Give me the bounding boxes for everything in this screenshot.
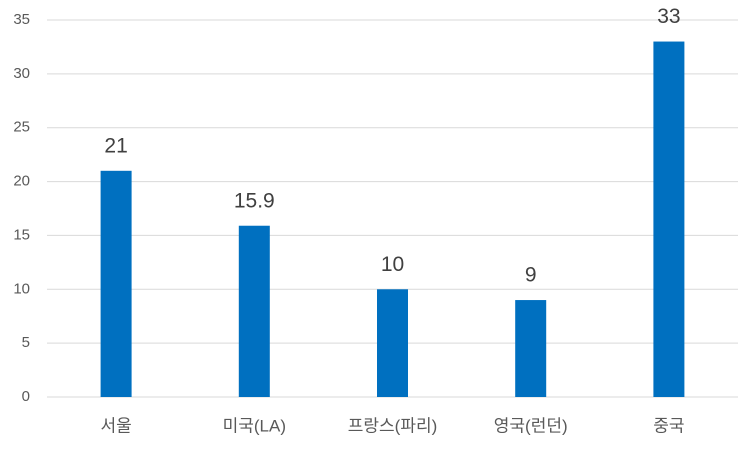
data-label: 10: [381, 253, 404, 276]
data-label: 21: [104, 134, 127, 157]
x-tick-label: 서울: [100, 416, 131, 435]
x-tick-label: 프랑스(파리): [348, 416, 438, 435]
y-tick-label: 20: [13, 173, 30, 190]
bar: [377, 289, 408, 397]
x-tick-label: 중국: [653, 416, 684, 435]
x-tick-label: 미국(LA): [223, 416, 286, 435]
data-label: 9: [525, 264, 537, 287]
y-tick-label: 0: [22, 388, 30, 405]
bar: [238, 225, 270, 397]
y-tick-label: 30: [13, 65, 30, 82]
data-label: 15.9: [234, 189, 275, 212]
y-tick-label: 5: [22, 334, 30, 351]
y-tick-label: 35: [13, 11, 30, 28]
data-label: 33: [657, 5, 680, 28]
bar: [515, 300, 547, 397]
y-tick-label: 10: [13, 280, 30, 297]
bar: [653, 41, 685, 398]
y-tick-label: 25: [13, 119, 30, 136]
x-tick-label: 영국(런던): [494, 416, 568, 435]
y-tick-label: 15: [13, 226, 30, 243]
bar: [100, 170, 132, 397]
